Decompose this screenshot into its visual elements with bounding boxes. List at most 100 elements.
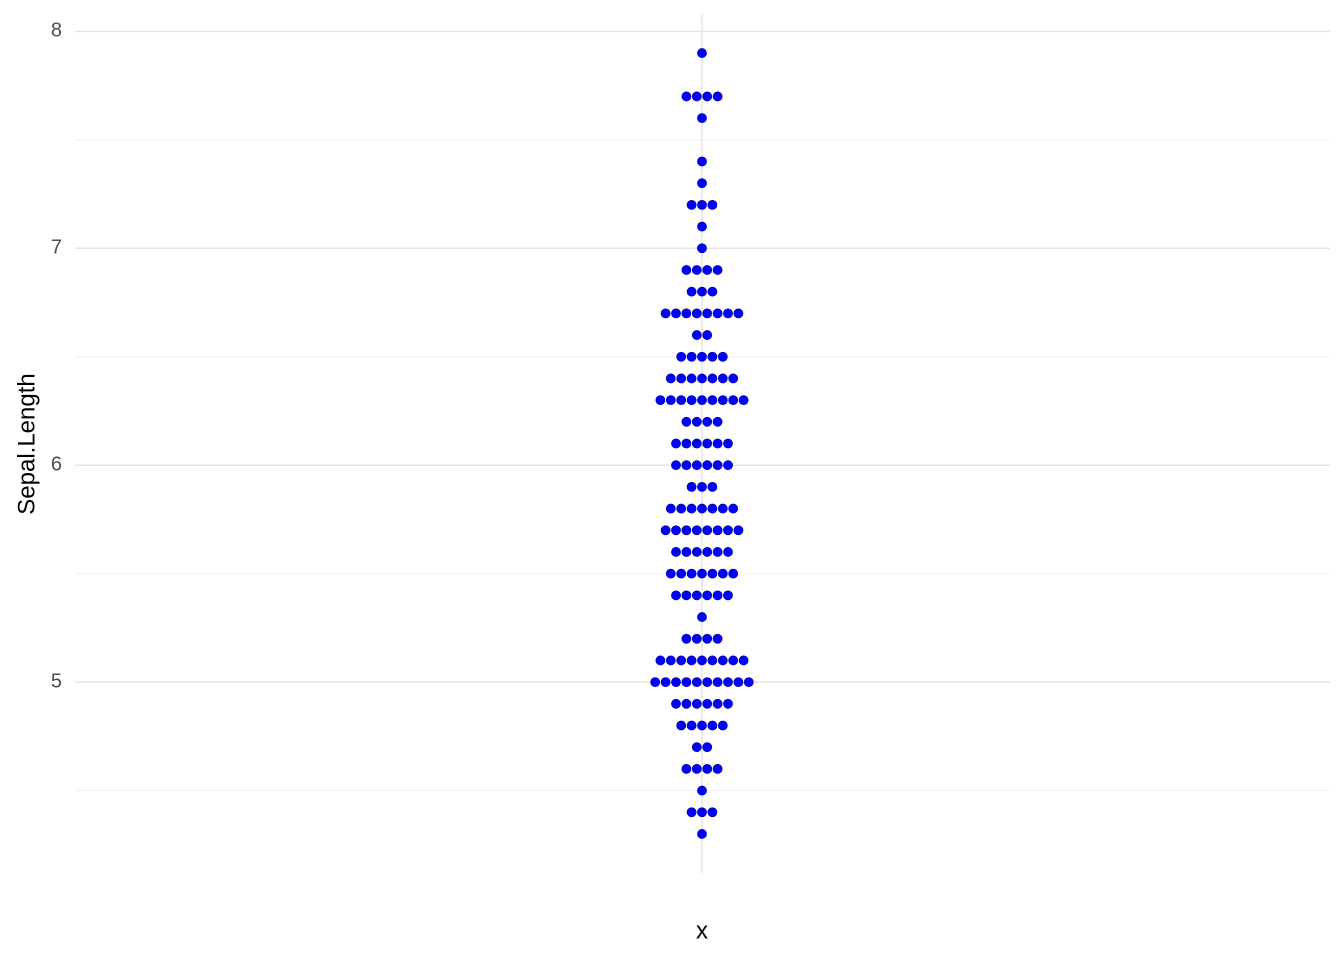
dot	[702, 265, 713, 275]
dot	[733, 677, 744, 688]
dot	[712, 438, 723, 449]
dot	[697, 655, 707, 666]
dot	[712, 590, 723, 601]
dot	[691, 525, 702, 536]
dot	[671, 698, 681, 709]
dot	[671, 677, 681, 688]
dot	[707, 807, 718, 818]
dot	[660, 308, 671, 319]
dot	[671, 525, 681, 536]
dot	[707, 286, 718, 297]
dot	[707, 720, 718, 731]
dot	[702, 416, 713, 427]
dot	[691, 91, 702, 102]
dot	[702, 742, 713, 753]
dot	[691, 742, 702, 753]
dot	[686, 655, 697, 666]
dot	[723, 460, 733, 471]
dot	[723, 590, 733, 601]
dot	[712, 91, 723, 102]
dot	[697, 785, 707, 796]
dot	[728, 655, 739, 666]
dot	[728, 373, 739, 384]
dot	[697, 395, 707, 406]
dot	[697, 612, 707, 622]
dot	[676, 720, 687, 731]
dot	[702, 438, 713, 449]
dot	[717, 395, 728, 406]
dot	[691, 308, 702, 319]
dot	[712, 677, 723, 688]
dot	[712, 633, 723, 644]
dot	[697, 829, 707, 839]
y-tick-label: 8	[51, 20, 62, 42]
dot	[691, 460, 702, 471]
dot	[686, 720, 697, 731]
dot	[707, 351, 718, 362]
dot	[676, 395, 687, 406]
dot	[723, 698, 733, 709]
dot	[697, 503, 707, 514]
dot	[681, 547, 692, 557]
dot	[691, 265, 702, 275]
dot	[717, 720, 728, 731]
dot	[697, 286, 707, 297]
dot	[660, 677, 671, 688]
dot	[681, 590, 692, 601]
dot	[676, 503, 687, 514]
dot	[712, 525, 723, 536]
dot	[671, 590, 681, 601]
y-axis-title: Sepal.Length	[13, 373, 40, 514]
dot	[676, 568, 687, 579]
dot	[681, 416, 692, 427]
dot	[686, 373, 697, 384]
dot	[691, 763, 702, 774]
dot	[707, 655, 718, 666]
dot	[681, 763, 692, 774]
dot	[655, 655, 666, 666]
y-tick-label: 7	[51, 237, 62, 259]
y-tick-label: 5	[51, 670, 62, 692]
dot	[697, 221, 707, 232]
dot	[691, 547, 702, 557]
dot	[697, 481, 707, 492]
dot	[676, 351, 687, 362]
dot	[697, 156, 707, 167]
dot	[665, 503, 676, 514]
dot	[697, 568, 707, 579]
dot	[686, 503, 697, 514]
dot	[691, 438, 702, 449]
dot	[743, 677, 754, 688]
dot	[691, 677, 702, 688]
dot	[733, 525, 744, 536]
dot	[686, 199, 697, 210]
dot	[665, 568, 676, 579]
dot	[686, 395, 697, 406]
dot	[665, 373, 676, 384]
dot	[686, 286, 697, 297]
dot	[671, 438, 681, 449]
dot	[707, 199, 718, 210]
dot	[728, 568, 739, 579]
dot	[728, 395, 739, 406]
dot	[723, 308, 733, 319]
y-tick-label: 6	[51, 453, 62, 475]
dot	[712, 763, 723, 774]
dot	[707, 395, 718, 406]
dot	[671, 460, 681, 471]
dot	[728, 503, 739, 514]
dot	[707, 373, 718, 384]
dot	[697, 199, 707, 210]
dot	[686, 807, 697, 818]
dot	[681, 265, 692, 275]
dot	[691, 633, 702, 644]
dot	[650, 677, 661, 688]
dot	[723, 547, 733, 557]
dot	[738, 395, 749, 406]
dot	[671, 308, 681, 319]
dot	[702, 763, 713, 774]
dot	[691, 416, 702, 427]
dot	[702, 633, 713, 644]
dot	[697, 351, 707, 362]
